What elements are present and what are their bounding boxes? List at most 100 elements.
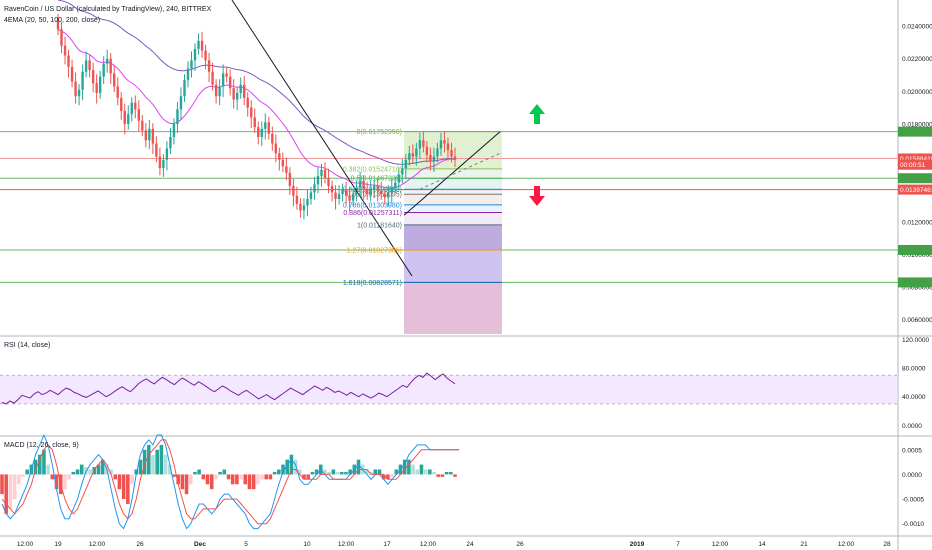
macd-histogram-bar (260, 474, 264, 480)
candle-body (271, 133, 274, 144)
candle-body (77, 89, 81, 97)
rsi-panel[interactable]: 120.0000 80.0000 40.0000 0.0000 (0, 337, 929, 430)
candle-body (313, 184, 316, 193)
candle-body (292, 185, 295, 196)
rsi-line (1, 372, 456, 405)
macd-histogram-bar (214, 474, 218, 480)
macd-histogram-bar (33, 459, 38, 475)
candle-body (362, 181, 365, 190)
macd-histogram-bar (235, 474, 239, 485)
time-axis-tick: 24 (466, 541, 474, 548)
macd-histogram-bar (117, 474, 122, 490)
macd-histogram-bar (67, 474, 71, 480)
macd-histogram-bar (121, 474, 126, 500)
macd-histogram-bar (188, 474, 193, 485)
candle-body (274, 143, 278, 154)
candle-body (397, 174, 400, 183)
fib-level-label: 1.27(0.01027386) (347, 247, 402, 254)
fib-level-labels: 0(0.01752950) 0.382(0.01524710) 0.5(0.0146… (343, 129, 402, 287)
candle-body (429, 154, 432, 162)
macd-histogram-bar (268, 474, 273, 480)
macd-histogram-bar (42, 449, 46, 475)
candle-body (418, 140, 422, 149)
candle-body (81, 71, 84, 90)
fib-zone (404, 212, 502, 225)
rsi-axis-tick: 0.0000 (902, 423, 922, 430)
time-axis-tick: 5 (244, 541, 248, 548)
fib-zone (404, 194, 502, 205)
uptrend-channel-line[interactable] (419, 152, 501, 190)
candle-body (330, 185, 334, 193)
candle-body (179, 96, 183, 110)
candle-body (172, 123, 176, 138)
macd-histogram-bar (377, 469, 382, 475)
fib-level-label: 0(0.01752950) (356, 129, 402, 136)
candle-body (109, 58, 112, 74)
candle-body (95, 83, 98, 93)
macd-histogram-bar (453, 474, 457, 477)
candle-body (264, 122, 267, 129)
macd-histogram-bar (8, 474, 13, 509)
macd-histogram-bar (205, 474, 210, 485)
rsi-axis-tick: 80.0000 (902, 366, 926, 373)
macd-histogram-bar (0, 474, 4, 495)
candle-body (306, 198, 309, 206)
trend-lines[interactable] (231, 0, 501, 277)
candle-body (130, 102, 133, 115)
macd-histogram-bar (449, 471, 453, 475)
candle-body (372, 185, 376, 190)
candle-body (436, 148, 439, 157)
macd-histogram-bar (264, 474, 269, 480)
level-price-tag (898, 126, 932, 137)
uptrend-line[interactable] (403, 131, 501, 216)
candle-body (228, 76, 232, 89)
macd-line (1, 433, 460, 530)
candle-body (169, 137, 172, 149)
candle-body (134, 102, 137, 110)
candle-body (295, 195, 299, 204)
fib-zone (404, 282, 502, 334)
macd-histogram-bar (100, 459, 105, 475)
candle-body (341, 189, 344, 195)
ema-indicator-legend: 4EMA (20, 50, 100, 200, close) (4, 17, 100, 24)
candle-body (348, 195, 351, 201)
candle-body (432, 156, 436, 162)
candle-body (358, 181, 362, 188)
candle-body (98, 76, 102, 93)
fib-level-label: 0.886(0.01257311) (343, 210, 402, 217)
candle-body (232, 88, 235, 100)
candle-body (369, 189, 372, 195)
downtrend-line[interactable] (231, 0, 413, 277)
candle-body (334, 192, 337, 199)
candle-body (70, 66, 74, 82)
candle-body (183, 79, 186, 97)
macd-histogram-bar (113, 474, 118, 480)
fib-zone (404, 204, 502, 213)
macd-histogram-bar (436, 474, 441, 477)
time-axis-tick: 12:00 (838, 541, 855, 548)
candle-body (394, 182, 397, 188)
candle-body (320, 169, 323, 177)
candle-body (288, 172, 292, 186)
macd-histogram-bar (63, 474, 67, 490)
candle-body (243, 84, 246, 98)
up-arrow-icon (529, 104, 545, 124)
candle-body (148, 128, 151, 141)
ema-50-line (57, 0, 456, 165)
candle-body (141, 120, 144, 131)
candle-body (120, 97, 123, 111)
time-axis[interactable]: 12:00 19 12:00 26 Dec 5 10 12:00 17 12:00 24 26 2019… (17, 541, 891, 548)
candle-body (380, 190, 383, 195)
time-axis-tick: 12:00 (17, 541, 34, 548)
candle-body (337, 194, 341, 199)
candle-body (127, 114, 130, 124)
candle-body (365, 189, 369, 195)
macd-panel[interactable]: 0.0005 0.0000 -0.0005 -0.0010 (0, 433, 924, 530)
macd-histogram-bar (142, 449, 147, 475)
macd-histogram-bar (159, 444, 164, 475)
time-axis-tick: 26 (136, 541, 144, 548)
